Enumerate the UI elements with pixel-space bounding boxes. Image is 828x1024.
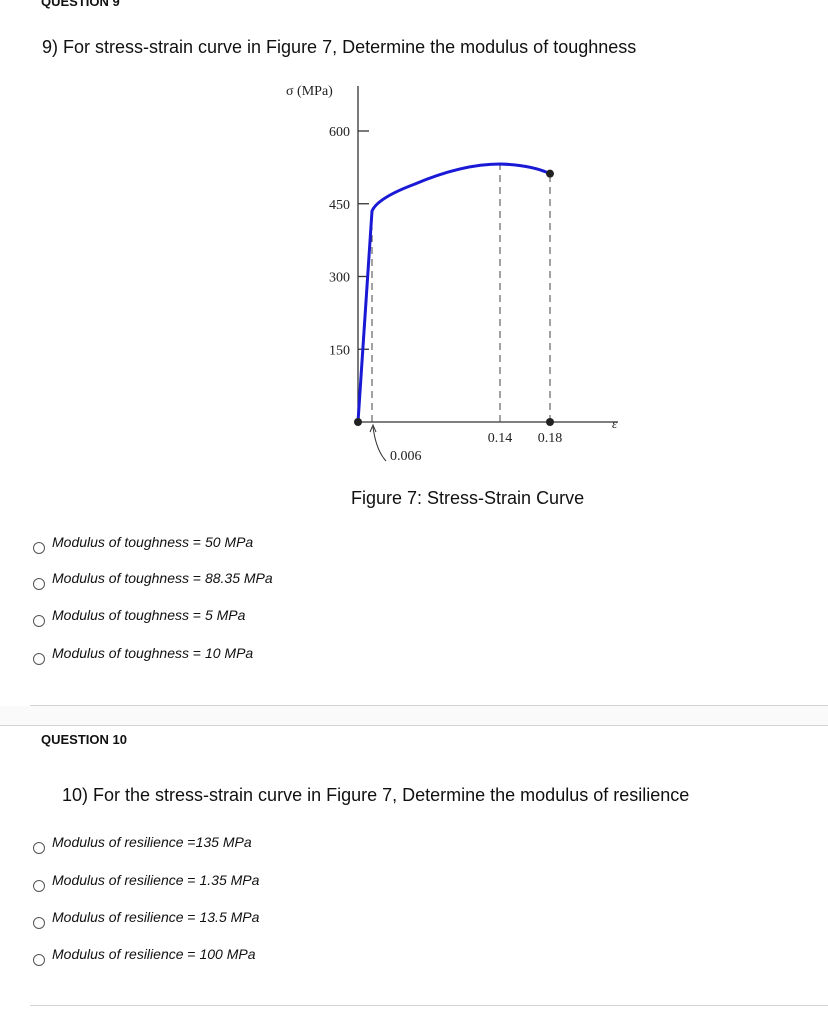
option-equals: = bbox=[183, 834, 196, 850]
option-value: 1.35 MPa bbox=[199, 872, 260, 888]
y-tick-label: 300 bbox=[329, 271, 350, 286]
radio-button[interactable] bbox=[33, 880, 45, 892]
data-point-marker bbox=[546, 418, 554, 426]
radio-button[interactable] bbox=[33, 542, 45, 554]
radio-button[interactable] bbox=[33, 615, 45, 627]
option-label: Modulus of resilience bbox=[52, 872, 184, 888]
option-label: Modulus of toughness bbox=[52, 534, 189, 550]
option-value: 13.5 MPa bbox=[199, 909, 260, 925]
option-equals: = bbox=[183, 909, 200, 925]
divider bbox=[30, 1005, 828, 1006]
option-value: 135 MPa bbox=[195, 834, 252, 850]
question-9-header: QUESTION 9 bbox=[41, 0, 120, 9]
answer-option[interactable]: Modulus of toughness = 10 MPa bbox=[33, 637, 254, 665]
option-label: Modulus of toughness bbox=[52, 607, 189, 623]
option-value: 100 MPa bbox=[199, 946, 256, 962]
question-10-header: QUESTION 10 bbox=[41, 732, 127, 747]
stress-strain-curve bbox=[356, 162, 551, 423]
x-tick-label: 0.18 bbox=[538, 431, 563, 446]
option-label: Modulus of resilience bbox=[52, 909, 184, 925]
option-equals: = bbox=[188, 534, 205, 550]
data-point-marker bbox=[546, 169, 554, 178]
question-10-text: 10) For the stress-strain curve in Figur… bbox=[62, 785, 690, 805]
y-tick-label: 450 bbox=[329, 198, 350, 213]
radio-button[interactable] bbox=[33, 917, 45, 929]
arrowhead-icon bbox=[369, 423, 377, 433]
answer-option[interactable]: Modulus of resilience = 13.5 MPa bbox=[33, 901, 260, 929]
y-tick-label: 600 bbox=[329, 125, 350, 140]
option-value: 88.35 MPa bbox=[204, 570, 273, 586]
divider bbox=[30, 705, 828, 706]
figure-caption: Figure 7: Stress-Strain Curve bbox=[351, 488, 585, 508]
option-equals: = bbox=[188, 570, 205, 586]
radio-button[interactable] bbox=[33, 954, 45, 966]
option-label: Modulus of toughness bbox=[52, 570, 189, 586]
answer-option[interactable]: Modulus of resilience = 135 MPa bbox=[33, 826, 252, 854]
answer-option[interactable]: Modulus of toughness = 5 MPa bbox=[33, 599, 246, 627]
divider bbox=[0, 725, 828, 726]
option-value: 50 MPa bbox=[204, 534, 254, 550]
option-equals: = bbox=[188, 645, 205, 661]
y-axis-label: σ (MPa) bbox=[286, 84, 333, 99]
radio-button[interactable] bbox=[33, 653, 45, 665]
option-value: 10 MPa bbox=[204, 645, 254, 661]
x-tick-label: 0.006 bbox=[390, 449, 422, 464]
option-value: 5 MPa bbox=[204, 607, 246, 623]
radio-button[interactable] bbox=[33, 842, 45, 854]
answer-option[interactable]: Modulus of resilience = 100 MPa bbox=[33, 938, 256, 966]
option-equals: = bbox=[183, 946, 200, 962]
answer-option[interactable]: Modulus of toughness = 50 MPa bbox=[33, 526, 254, 554]
answer-option[interactable]: Modulus of toughness = 88.35 MPa bbox=[33, 562, 273, 590]
x-axis-label: ε bbox=[612, 416, 618, 431]
annotation-arrow bbox=[372, 426, 387, 462]
option-equals: = bbox=[183, 872, 200, 888]
question-gap bbox=[0, 706, 828, 725]
option-label: Modulus of resilience bbox=[52, 834, 184, 850]
option-equals: = bbox=[188, 607, 205, 623]
option-label: Modulus of toughness bbox=[52, 645, 189, 661]
answer-option[interactable]: Modulus of resilience = 1.35 MPa bbox=[33, 864, 260, 892]
question-9-text: 9) For stress-strain curve in Figure 7, … bbox=[42, 37, 637, 57]
data-point-marker bbox=[354, 418, 362, 426]
x-tick-label: 0.14 bbox=[488, 431, 513, 446]
radio-button[interactable] bbox=[33, 578, 45, 590]
stress-strain-chart: ε σ (MPa) 600 450 300 150 0.14 0.18 0.006 bbox=[286, 84, 618, 464]
option-label: Modulus of resilience bbox=[52, 946, 184, 962]
y-tick-label: 150 bbox=[329, 343, 350, 358]
